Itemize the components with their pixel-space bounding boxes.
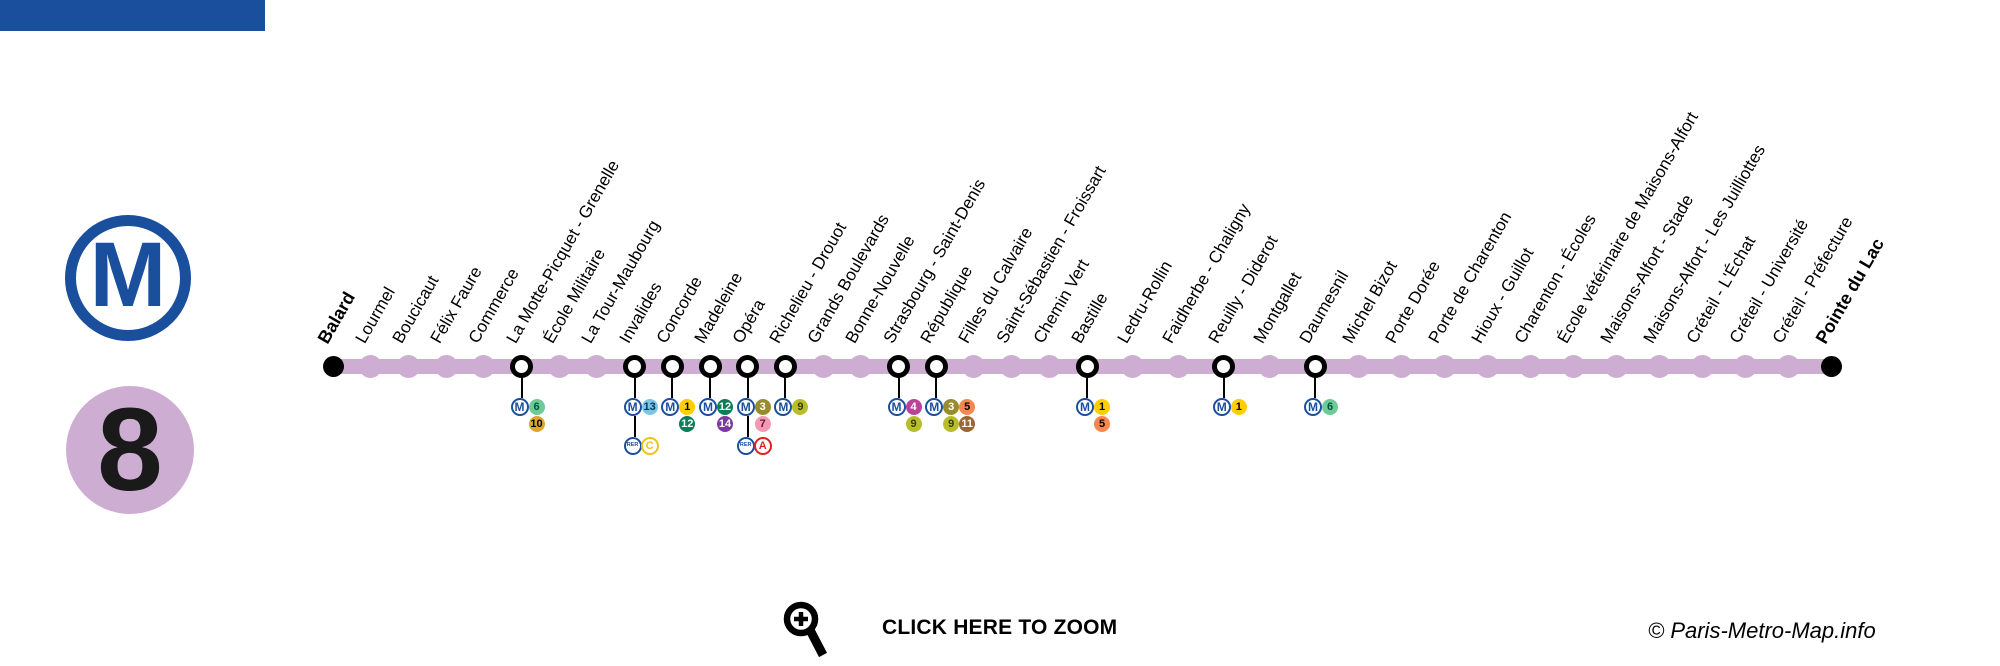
station-marker-creteil-universite [1733,355,1757,378]
metro-line-1-icon: 1 [1230,399,1247,415]
station-marker-bonne-nouvelle [849,355,873,378]
metro-icon: M [661,398,680,416]
station-marker-porte-de-charenton [1432,355,1456,378]
rer-line-a-icon: A [753,437,772,455]
metro-line-5-icon: 5 [959,399,976,415]
metro-logo: M [65,215,191,341]
line-8-badge: 8 [66,386,194,514]
metro-line-7-icon: 7 [754,416,771,432]
station-marker-grands-boulevards [811,355,835,378]
station-marker-chemin-vert [1037,355,1061,378]
metro-line-10-icon: 10 [528,416,545,432]
metro-line-12-icon: 12 [679,416,696,432]
metro-line-9-icon: 9 [905,416,922,432]
metro-line-13-icon: 13 [641,399,658,415]
metro-icon: M [774,398,793,416]
station-marker-lourmel [359,355,383,378]
connector-line [1222,377,1225,398]
connector-line [746,377,749,398]
station-marker-creteil-prefecture [1776,355,1800,378]
metro-icon: M [736,398,755,416]
station-marker-balard [322,356,344,377]
metro-logo-letter: M [89,224,167,326]
metro-line-3-icon: 3 [943,399,960,415]
connector-line [520,377,523,398]
station-marker-ecole-militaire [547,355,571,378]
station-marker-maisons-alfort-stade [1604,355,1628,378]
metro-line-9-icon: 9 [792,399,809,415]
metro-icon: M [1212,398,1231,416]
metro-line-14-icon: 14 [717,416,733,432]
metro-icon: M [510,398,529,416]
metro-line-11-icon: 11 [959,416,976,432]
station-marker-daumesnil [1303,355,1327,378]
metro-line-5-icon: 5 [1094,416,1110,432]
top-bar [0,0,265,31]
zoom-link[interactable]: CLICK HERE TO ZOOM [780,594,1117,664]
station-marker-strasbourg-saint-denis [887,355,910,378]
connector-line [633,416,636,437]
station-marker-ecole-veterinaire-de-maisons-alfort [1561,355,1585,378]
line-map[interactable]: Balard Lourmel Boucicaut Félix Faure Commerc… [0,0,2000,540]
metro-line-6-icon: 6 [1322,399,1338,415]
metro-line-1-icon: 1 [1094,399,1110,415]
station-marker-filles-du-calvaire [962,355,986,378]
station-marker-concorde [660,355,684,378]
station-marker-ledru-rollin [1121,355,1145,378]
station-marker-commerce [472,355,496,378]
connector-line [1314,377,1316,398]
metro-line-6-icon: 6 [528,399,545,415]
metro-icon: M [1076,398,1094,416]
connector-line [746,416,749,437]
line-8-badge-number: 8 [97,384,163,516]
station-marker-montgallet [1257,355,1281,378]
station-marker-porte-doree [1389,355,1413,378]
station-marker-la-motte-picquet-grenelle [510,355,533,378]
station-marker-charenton-ecoles [1518,355,1542,378]
metro-icon: M [623,398,642,416]
metro-line-9-icon: 9 [943,416,960,432]
station-marker-richelieu-drouot [773,355,797,378]
metro-line-12-icon: 12 [717,399,733,415]
connector-line [709,377,711,398]
metro-line-4-icon: 4 [905,399,922,415]
magnifier-plus-icon[interactable] [780,594,832,664]
station-marker-felix-faure [434,355,458,378]
station-marker-la-tour-maubourg [585,355,609,378]
metro-icon: M [699,398,717,416]
station-marker-hioux-guillot [1475,355,1499,378]
station-marker-creteil-l-echat [1690,355,1714,378]
copyright-text[interactable]: © Paris-Metro-Map.info [1648,618,1876,643]
station-marker-republique [924,355,948,378]
station-marker-reuilly-diderot [1212,355,1236,378]
metro-icon: M [1304,398,1322,416]
station-marker-faidherbe-chaligny [1166,355,1190,378]
zoom-link-label[interactable]: CLICK HERE TO ZOOM [882,616,1118,639]
station-marker-bastille [1075,355,1099,378]
station-marker-saint-sebastien-froissart [1000,355,1024,378]
station-marker-boucicaut [396,355,420,378]
station-label-balard: Balard [313,288,360,347]
metro-icon: M [925,398,944,416]
station-label-opera: Opéra [728,296,769,347]
metro-icon: M [887,398,906,416]
station-marker-opera [736,355,760,378]
connector-line [633,377,636,398]
connector-line [935,377,938,398]
connector-line [897,377,900,398]
rer-line-c-icon: C [640,437,659,455]
rer-icon: RER [623,437,642,455]
station-marker-pointe-du-lac [1820,356,1842,377]
station-marker-madeleine [698,355,722,378]
station-marker-michel-bizot [1346,355,1370,378]
metro-line-1-icon: 1 [679,399,696,415]
connector-line [784,377,787,398]
connector-line [1086,377,1088,398]
station-marker-invalides [623,355,647,378]
connector-line [671,377,674,398]
rer-icon: RER [736,437,755,455]
station-marker-maisons-alfort-les-juilliottes [1647,355,1671,378]
metro-line-3-icon: 3 [754,399,771,415]
